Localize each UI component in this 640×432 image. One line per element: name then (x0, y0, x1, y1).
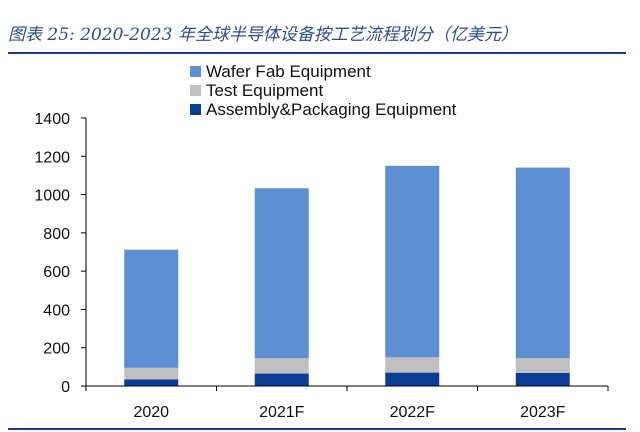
bar-segment-assembly-packaging-equipment (254, 373, 309, 386)
bar-segment-wafer-fab-equipment (385, 165, 440, 358)
legend-swatch-assembly-packaging-equipment (190, 104, 201, 115)
top-rule (8, 52, 626, 54)
legend-label-wafer-fab-equipment: Wafer Fab Equipment (206, 62, 371, 81)
bar-segment-wafer-fab-equipment (254, 188, 309, 359)
y-tick-label: 1400 (34, 111, 70, 128)
y-tick-label: 1200 (34, 149, 70, 166)
y-tick-label: 800 (43, 226, 70, 243)
legend-swatch-test-equipment (190, 85, 201, 96)
y-axis: 0 200 400 600 800 1000 1200 1400 (34, 111, 87, 396)
bar-segment-test-equipment (515, 358, 570, 373)
bar-group (124, 165, 570, 386)
x-axis: 2020 2021F 2022F 2023F (85, 385, 609, 421)
y-tick-label: 400 (43, 302, 70, 319)
bar-segment-test-equipment (385, 357, 440, 373)
bar-segment-assembly-packaging-equipment (515, 372, 570, 386)
legend-swatch-wafer-fab-equipment (190, 66, 201, 77)
x-category-label: 2023F (520, 404, 566, 421)
bar-segment-test-equipment (254, 358, 309, 374)
x-category-label: 2022F (390, 404, 436, 421)
bottom-rule (8, 428, 626, 430)
legend-label-assembly-packaging-equipment: Assembly&Packaging Equipment (206, 100, 457, 119)
y-tick-label: 0 (61, 379, 70, 396)
y-tick-label: 200 (43, 341, 70, 358)
bar-segment-test-equipment (124, 367, 179, 380)
bar-segment-assembly-packaging-equipment (124, 379, 179, 386)
x-category-label: 2020 (133, 404, 169, 421)
x-category-label: 2021F (259, 404, 305, 421)
bar-segment-assembly-packaging-equipment (385, 372, 440, 386)
y-tick-label: 600 (43, 264, 70, 281)
legend-label-test-equipment: Test Equipment (206, 81, 323, 100)
y-tick-label: 1000 (34, 188, 70, 205)
figure-caption: 图表 25: 2020-2023 年全球半导体设备按工艺流程划分（亿美元） (8, 25, 518, 45)
bar-segment-wafer-fab-equipment (515, 167, 570, 359)
bar-segment-wafer-fab-equipment (124, 249, 179, 368)
